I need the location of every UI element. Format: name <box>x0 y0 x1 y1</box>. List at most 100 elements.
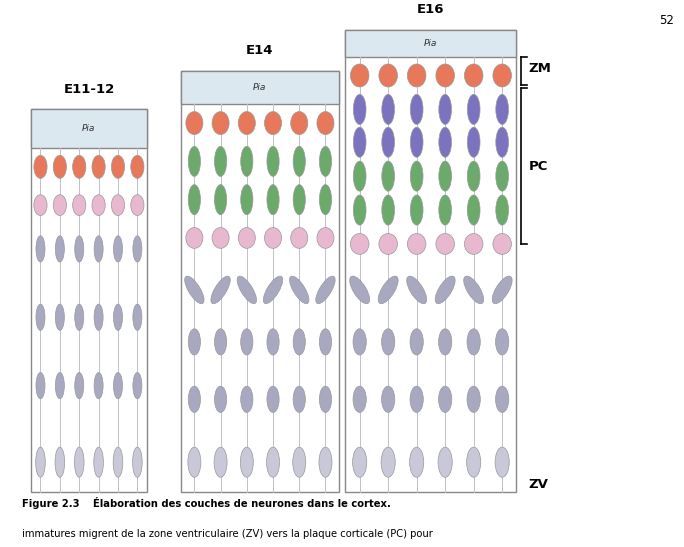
Text: Élaboration des couches de neurones dans le cortex.: Élaboration des couches de neurones dans… <box>86 499 391 509</box>
Ellipse shape <box>382 127 395 158</box>
Ellipse shape <box>267 146 279 176</box>
Ellipse shape <box>36 236 45 262</box>
Ellipse shape <box>214 447 227 477</box>
Text: E11-12: E11-12 <box>64 83 114 96</box>
Ellipse shape <box>319 146 332 176</box>
Ellipse shape <box>407 276 427 304</box>
Ellipse shape <box>410 329 423 355</box>
Ellipse shape <box>188 447 201 477</box>
Ellipse shape <box>92 195 105 216</box>
Ellipse shape <box>131 155 144 178</box>
Ellipse shape <box>464 64 483 87</box>
Bar <box>181 71 339 104</box>
Ellipse shape <box>53 195 66 216</box>
Text: Pia: Pia <box>253 83 267 92</box>
Ellipse shape <box>267 329 279 355</box>
Ellipse shape <box>241 386 253 412</box>
Ellipse shape <box>111 155 124 178</box>
Ellipse shape <box>238 112 255 135</box>
Ellipse shape <box>467 161 480 191</box>
Text: ZV: ZV <box>529 478 549 491</box>
Ellipse shape <box>114 373 122 399</box>
Ellipse shape <box>439 94 451 125</box>
Ellipse shape <box>73 155 86 178</box>
Ellipse shape <box>36 447 45 477</box>
Ellipse shape <box>439 195 451 225</box>
Ellipse shape <box>496 94 508 125</box>
Ellipse shape <box>55 236 64 262</box>
Ellipse shape <box>316 276 335 304</box>
Bar <box>31 109 147 148</box>
Ellipse shape <box>353 329 367 355</box>
Ellipse shape <box>241 184 253 214</box>
Ellipse shape <box>240 447 253 477</box>
Ellipse shape <box>410 195 423 225</box>
Ellipse shape <box>319 447 332 477</box>
Bar <box>31 109 147 492</box>
Ellipse shape <box>215 329 226 355</box>
Ellipse shape <box>267 447 280 477</box>
Text: Pia: Pia <box>424 39 438 48</box>
Ellipse shape <box>75 304 83 330</box>
Ellipse shape <box>379 64 397 87</box>
Ellipse shape <box>435 276 455 304</box>
Ellipse shape <box>293 184 305 214</box>
Ellipse shape <box>410 127 423 158</box>
Ellipse shape <box>317 228 334 248</box>
Ellipse shape <box>293 329 305 355</box>
Ellipse shape <box>53 155 66 178</box>
Text: Pia: Pia <box>82 124 96 133</box>
Ellipse shape <box>188 146 200 176</box>
Ellipse shape <box>291 112 308 135</box>
Ellipse shape <box>408 234 426 254</box>
Ellipse shape <box>215 386 226 412</box>
Ellipse shape <box>354 94 366 125</box>
Ellipse shape <box>238 228 255 248</box>
Text: ZM: ZM <box>529 62 551 75</box>
Ellipse shape <box>382 94 395 125</box>
Ellipse shape <box>267 184 279 214</box>
Ellipse shape <box>436 64 454 87</box>
Ellipse shape <box>436 234 454 254</box>
Bar <box>345 30 516 492</box>
Ellipse shape <box>379 234 397 254</box>
Ellipse shape <box>215 146 226 176</box>
Ellipse shape <box>289 276 309 304</box>
Ellipse shape <box>464 276 484 304</box>
Ellipse shape <box>410 161 423 191</box>
Ellipse shape <box>381 447 395 477</box>
Ellipse shape <box>438 386 452 412</box>
Ellipse shape <box>467 127 480 158</box>
Text: 52: 52 <box>659 14 674 27</box>
Ellipse shape <box>354 127 366 158</box>
Ellipse shape <box>354 195 366 225</box>
Ellipse shape <box>237 276 256 304</box>
Ellipse shape <box>496 127 508 158</box>
Ellipse shape <box>319 184 332 214</box>
Ellipse shape <box>438 447 452 477</box>
Ellipse shape <box>212 228 229 248</box>
Ellipse shape <box>241 146 253 176</box>
Ellipse shape <box>319 329 332 355</box>
Ellipse shape <box>293 447 306 477</box>
Ellipse shape <box>133 447 142 477</box>
Ellipse shape <box>94 447 103 477</box>
Ellipse shape <box>492 276 512 304</box>
Ellipse shape <box>291 228 308 248</box>
Ellipse shape <box>55 447 65 477</box>
Ellipse shape <box>353 386 367 412</box>
Ellipse shape <box>493 234 512 254</box>
Ellipse shape <box>293 386 305 412</box>
Ellipse shape <box>185 276 204 304</box>
Ellipse shape <box>439 127 451 158</box>
Ellipse shape <box>55 304 64 330</box>
Text: Figure 2.3: Figure 2.3 <box>22 499 79 509</box>
Ellipse shape <box>114 304 122 330</box>
Ellipse shape <box>293 146 305 176</box>
Ellipse shape <box>265 228 282 248</box>
Ellipse shape <box>466 447 481 477</box>
Bar <box>181 71 339 492</box>
Ellipse shape <box>215 184 226 214</box>
Ellipse shape <box>267 386 279 412</box>
Ellipse shape <box>36 373 45 399</box>
